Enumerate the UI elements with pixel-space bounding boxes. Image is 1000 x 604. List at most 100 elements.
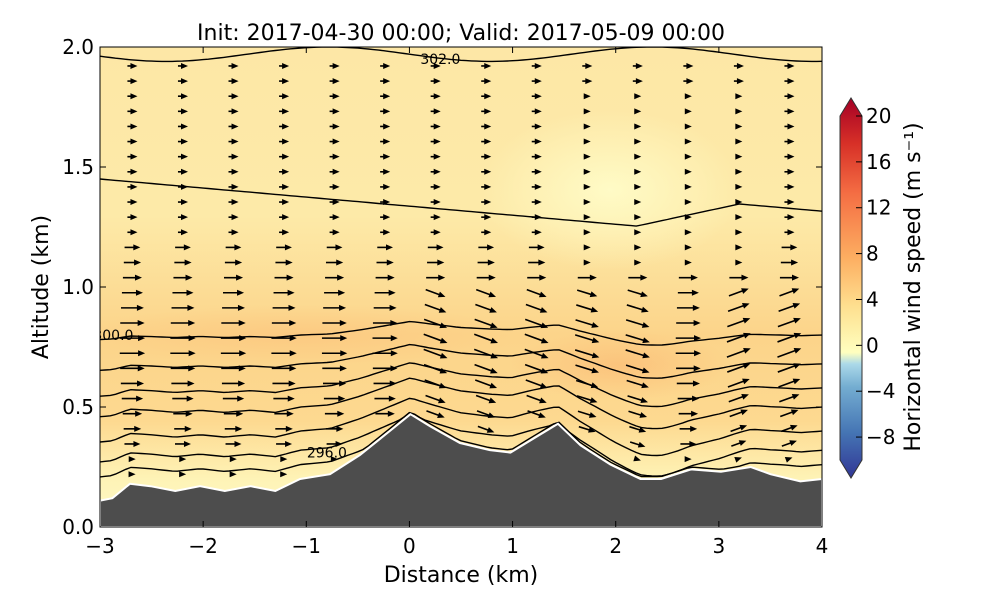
wind-vector [423, 318, 448, 329]
wind-vector [170, 365, 196, 372]
wind-vector [527, 274, 547, 281]
wind-vector [729, 274, 749, 281]
wind-vector-head [183, 244, 191, 251]
wind-vector-head [692, 395, 700, 402]
wind-vector [733, 78, 744, 85]
wind-vector-head [181, 168, 189, 175]
y-axis-label: Altitude (km) [29, 215, 54, 359]
wind-vector-head [332, 214, 340, 221]
wind-vector-head [231, 138, 239, 145]
wind-vector [177, 183, 189, 190]
wind-vector-head [337, 410, 345, 417]
wind-vector-head [540, 367, 549, 374]
wind-vector [221, 320, 246, 326]
wind-vector-head [387, 410, 395, 417]
wind-vector-head [181, 138, 189, 145]
wind-vector-head [433, 138, 441, 145]
x-tick-label: −1 [292, 534, 321, 558]
wind-vector-head [332, 93, 340, 100]
wind-vector-head [484, 199, 492, 206]
wind-vector-head [130, 199, 138, 206]
wind-vector [634, 168, 642, 175]
wind-vector [629, 441, 646, 448]
wind-vector [634, 108, 642, 115]
wind-vector-head [339, 320, 347, 326]
wind-vector-head [390, 320, 398, 326]
wind-vector [228, 93, 239, 100]
wind-vector [171, 304, 195, 311]
wind-vector-head [282, 168, 290, 175]
wind-vector [583, 153, 591, 160]
wind-vector [582, 78, 593, 85]
wind-vector [684, 214, 692, 221]
wind-vector-head [383, 199, 391, 206]
wind-vector [220, 335, 247, 342]
wind-vector-head [130, 108, 138, 115]
wind-vector [777, 363, 801, 373]
wind-vector [531, 108, 542, 115]
isentrope-line [100, 411, 822, 477]
wind-vector-head [439, 322, 448, 329]
wind-vector-head [691, 410, 699, 417]
wind-vector [127, 108, 138, 115]
wind-vector-head [383, 78, 391, 85]
wind-vector [228, 183, 239, 190]
wind-vector-head [641, 322, 650, 328]
colorbar-tick-label: 0 [866, 333, 879, 357]
wind-vector [634, 123, 642, 130]
wind-vector-head [185, 274, 193, 281]
wind-vector [727, 363, 751, 373]
wind-vector [423, 348, 448, 359]
wind-vector [279, 108, 290, 115]
wind-vector-head [634, 168, 642, 175]
wind-vector-head [130, 183, 138, 190]
wind-vector [273, 395, 295, 402]
wind-vector [229, 471, 237, 478]
wind-vector [279, 123, 290, 130]
wind-vector [583, 93, 591, 100]
wind-vector-head [280, 471, 288, 478]
wind-vector [575, 319, 599, 328]
wind-vector-head [389, 380, 397, 387]
colorbar-tick-label: 12 [866, 196, 891, 220]
wind-vector [531, 93, 542, 100]
wind-vector-head [134, 259, 142, 266]
wind-vector-head [787, 168, 795, 175]
wind-vector-head [641, 306, 649, 313]
wind-vector [424, 303, 447, 313]
wind-vector [780, 424, 798, 433]
wind-vector [477, 425, 495, 433]
wind-vector-head [484, 138, 492, 145]
colorbar-tick-label: 8 [866, 242, 879, 266]
wind-vector [372, 365, 398, 372]
wind-vector [633, 455, 641, 462]
wind-vector [735, 153, 743, 160]
wind-vector [583, 108, 591, 115]
wind-vector [632, 62, 643, 69]
wind-vector [430, 199, 441, 206]
wind-vector-head [640, 397, 648, 403]
wind-vector-head [484, 168, 492, 175]
wind-vector [380, 183, 391, 190]
wind-vector [173, 274, 193, 281]
wind-vector-head [538, 291, 547, 298]
wind-vector-head [282, 214, 290, 221]
wind-vector-head [787, 229, 795, 236]
wind-vector [474, 363, 498, 374]
wind-vector [170, 320, 196, 326]
wind-vector [170, 350, 196, 357]
colorbar-tick-label: 4 [866, 287, 879, 311]
wind-vector [128, 456, 136, 463]
wind-vector-head [694, 350, 702, 357]
wind-vector-head [234, 244, 242, 251]
wind-vector [473, 333, 498, 344]
wind-vector [426, 274, 446, 281]
wind-vector [729, 409, 748, 418]
wind-vector [229, 456, 237, 463]
wind-vector [122, 274, 142, 281]
wind-vector-head [583, 138, 591, 145]
colorbar: 20 16 12 8 4 0 −4 −8 Horizontal wind speed (m s… [839, 97, 926, 479]
y-tick-label: 1.0 [62, 275, 94, 299]
wind-vector-head [534, 183, 542, 190]
